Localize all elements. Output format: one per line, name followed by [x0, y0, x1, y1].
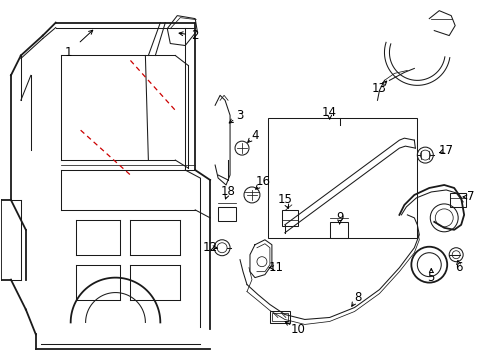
Bar: [281, 210, 297, 226]
Bar: [267, 118, 416, 238]
Text: 17: 17: [438, 144, 453, 157]
Text: 6: 6: [454, 261, 462, 274]
Bar: [271, 314, 287, 321]
Text: 11: 11: [268, 261, 283, 274]
Text: 18: 18: [220, 185, 235, 198]
Text: 16: 16: [255, 175, 270, 189]
Bar: [329, 222, 347, 238]
Text: 2: 2: [191, 29, 199, 42]
Bar: [269, 311, 289, 323]
Bar: [218, 207, 236, 221]
Text: 5: 5: [427, 271, 434, 284]
Text: 7: 7: [467, 190, 474, 203]
Text: 8: 8: [353, 291, 361, 304]
Text: 4: 4: [251, 129, 258, 142]
Text: 15: 15: [277, 193, 292, 206]
Text: 10: 10: [290, 323, 305, 336]
Text: 12: 12: [202, 241, 217, 254]
Text: 14: 14: [322, 106, 337, 119]
Bar: [449, 193, 465, 207]
Text: 1: 1: [65, 46, 72, 59]
Text: 3: 3: [236, 109, 243, 122]
Text: 9: 9: [335, 211, 343, 224]
Text: 13: 13: [371, 82, 386, 95]
